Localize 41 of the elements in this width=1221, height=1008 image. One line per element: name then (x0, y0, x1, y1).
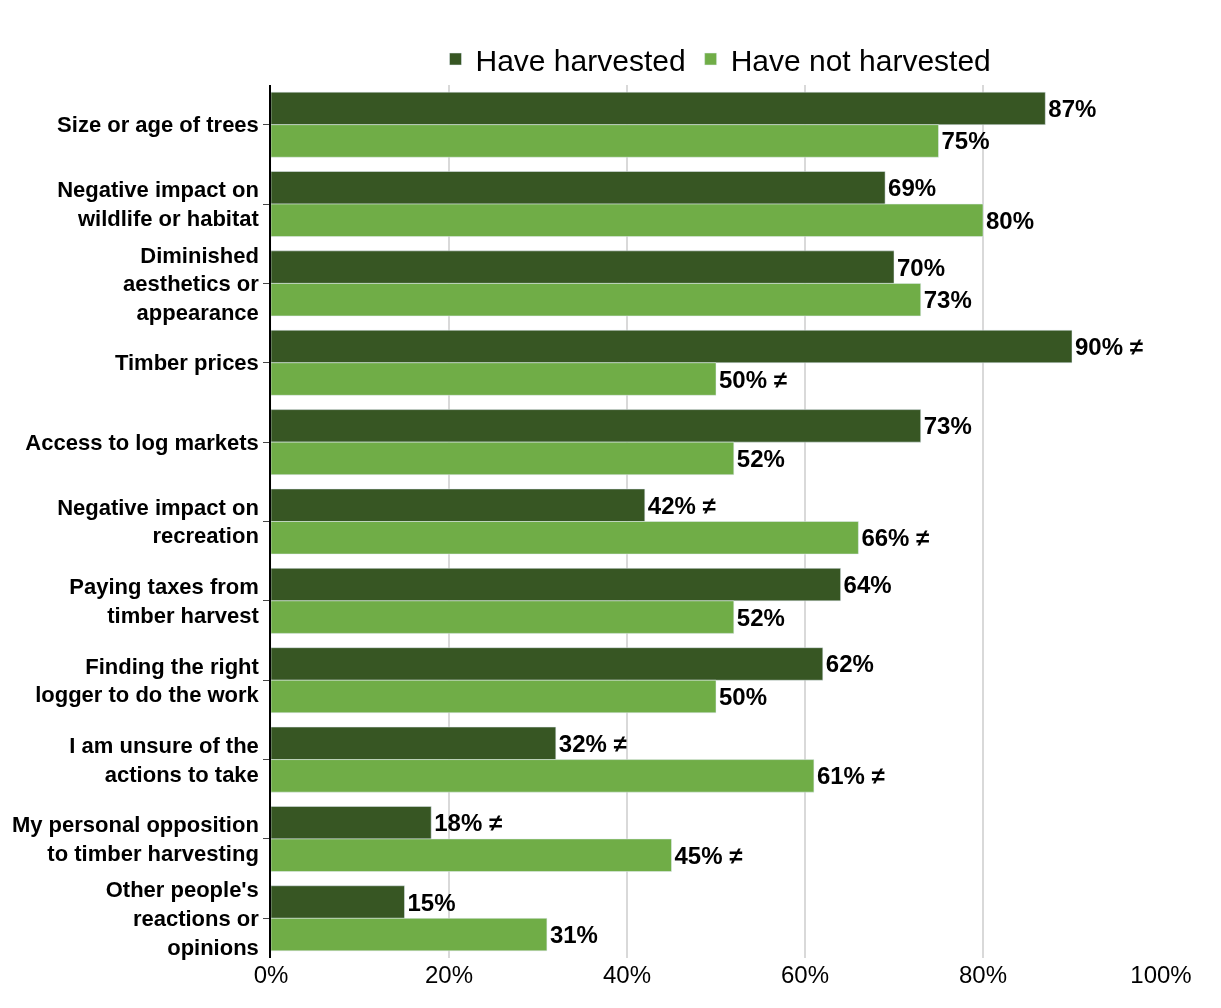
data-label: 80% (986, 206, 1035, 234)
x-tick-label: 60% (780, 961, 830, 988)
y-tick-label: Negative impact on recreation (57, 494, 259, 549)
y-tick-label: Timber prices (114, 350, 259, 376)
data-label: 61% ≠ (816, 762, 885, 790)
y-tick-label: Paying taxes from timber harvest (69, 574, 260, 628)
data-label: 15% (407, 888, 456, 916)
data-label: 18% ≠ (434, 809, 503, 837)
data-label: 52% (736, 444, 785, 472)
x-tick-label: 40% (602, 961, 652, 988)
data-label: 62% (825, 650, 874, 678)
data-label: 87% (1048, 94, 1097, 122)
data-label: 52% (736, 603, 785, 631)
data-label: 50% (719, 683, 768, 710)
y-tick-label: Access to log markets (25, 429, 259, 455)
y-tick-label: Other people's reactions or opinions (105, 877, 260, 960)
y-tick-label: Size or age of trees (57, 112, 259, 138)
data-label: 73% (923, 412, 972, 440)
data-label: 45% ≠ (674, 841, 743, 869)
data-label: 90% ≠ (1075, 333, 1143, 360)
data-label: 42% ≠ (647, 491, 716, 519)
y-tick-label: I am unsure of the actions to take (69, 732, 259, 787)
x-tick-label: 100% (1130, 961, 1192, 988)
x-tick-label: 80% (958, 961, 1008, 988)
data-label: 73% (923, 286, 972, 314)
y-tick-label: Finding the right logger to do the work (35, 653, 260, 708)
data-label: 31% (549, 921, 598, 949)
legend-label: Have harvested (475, 43, 686, 77)
data-label: 75% (941, 127, 990, 155)
data-label: 66% ≠ (861, 524, 930, 552)
data-label: 64% (843, 571, 892, 599)
y-tick-label: Negative impact on wildlife or habitat (57, 177, 260, 232)
data-label: 69% (888, 174, 937, 202)
x-tick-label: 20% (424, 961, 474, 988)
data-label: 50% ≠ (719, 365, 787, 393)
x-tick-label: 0% (253, 961, 289, 988)
legend-label: Have not harvested (730, 43, 991, 77)
y-tick-label: Diminished aesthetics or appearance (123, 242, 260, 325)
data-label: 32% ≠ (558, 729, 627, 757)
y-tick-label: My personal opposition to timber harvesting (11, 812, 259, 866)
data-label: 70% (897, 253, 946, 281)
